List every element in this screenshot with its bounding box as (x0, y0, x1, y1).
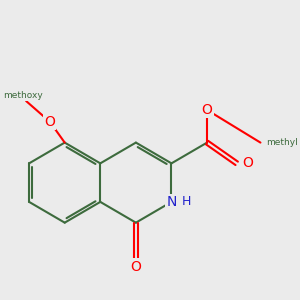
Text: O: O (202, 103, 212, 117)
Text: O: O (44, 115, 55, 129)
Text: methyl: methyl (266, 138, 298, 147)
Text: O: O (242, 156, 253, 170)
Text: N: N (166, 195, 177, 209)
Text: H: H (182, 195, 192, 208)
Text: O: O (130, 260, 141, 274)
Text: methoxy: methoxy (3, 91, 43, 100)
